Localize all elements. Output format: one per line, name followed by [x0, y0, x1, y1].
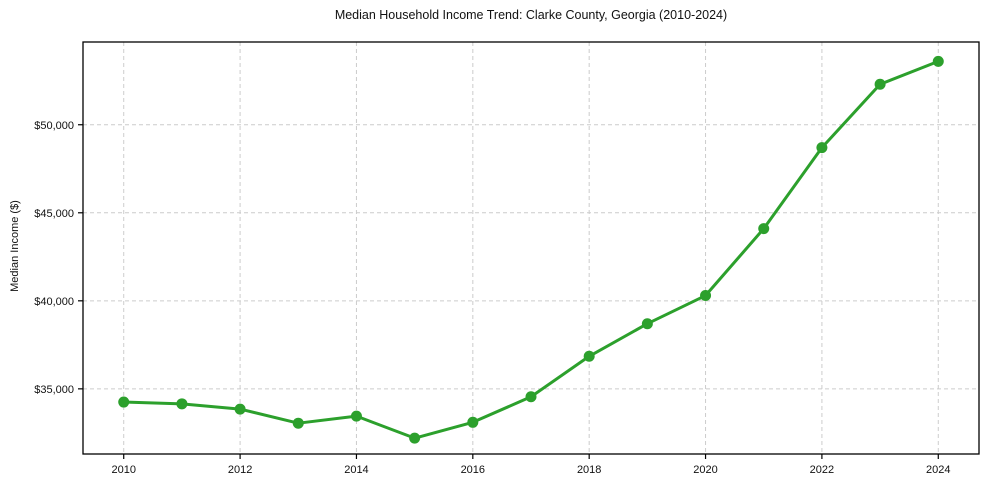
data-point-marker	[234, 403, 246, 415]
data-point-marker	[874, 78, 886, 90]
data-point-marker	[583, 350, 595, 362]
y-tick-label: $45,000	[34, 208, 74, 220]
x-tick-label: 2020	[693, 464, 717, 476]
income-trend-line	[122, 59, 940, 440]
data-point-marker	[525, 391, 537, 403]
x-tick-label: 2018	[577, 464, 601, 476]
plot-border	[82, 41, 980, 455]
data-point-marker	[700, 290, 712, 302]
data-point-marker	[758, 223, 770, 235]
data-point-marker	[176, 398, 188, 410]
x-tick-label: 2016	[461, 464, 485, 476]
x-tick-label: 2022	[810, 464, 834, 476]
data-point-marker	[350, 410, 362, 422]
data-point-marker	[292, 417, 304, 429]
y-tick-label: $35,000	[34, 384, 74, 396]
data-point-marker	[118, 396, 130, 408]
x-tick-label: 2024	[926, 464, 950, 476]
data-point-marker	[467, 416, 479, 428]
x-tick-label: 2014	[344, 464, 368, 476]
data-point-marker	[641, 318, 653, 330]
x-tick-label: 2012	[228, 464, 252, 476]
data-point-marker	[932, 55, 944, 67]
chart-title: Median Household Income Trend: Clarke Co…	[334, 8, 728, 22]
x-tick-label: 2010	[111, 464, 135, 476]
data-point-marker	[816, 142, 828, 154]
y-tick-label: $50,000	[34, 120, 74, 132]
data-point-marker	[409, 432, 421, 444]
y-tick-label: $40,000	[34, 296, 74, 308]
